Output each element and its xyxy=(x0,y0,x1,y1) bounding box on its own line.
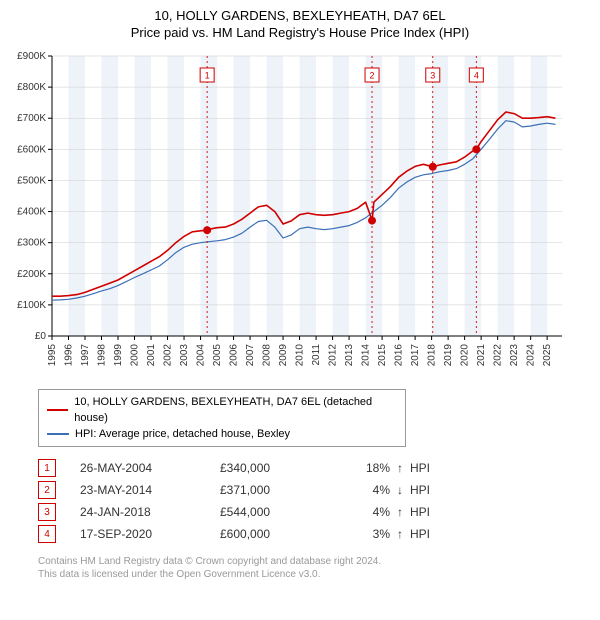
svg-text:2000: 2000 xyxy=(130,344,141,367)
svg-text:2025: 2025 xyxy=(542,344,553,367)
sale-date: 17-SEP-2020 xyxy=(80,527,220,541)
svg-text:2021: 2021 xyxy=(476,344,487,367)
svg-text:£300K: £300K xyxy=(17,238,46,249)
sale-date: 23-MAY-2014 xyxy=(80,483,220,497)
svg-text:£0: £0 xyxy=(35,331,47,342)
legend-item: HPI: Average price, detached house, Bexl… xyxy=(47,426,397,442)
sale-price: £600,000 xyxy=(220,527,330,541)
footer: Contains HM Land Registry data © Crown c… xyxy=(38,555,590,581)
sale-arrow-icon: ↑ xyxy=(390,461,410,475)
sale-hpi-label: HPI xyxy=(410,505,450,519)
sales-table-row: 2 23-MAY-2014£371,0004%↓HPI xyxy=(38,479,590,501)
sale-marker-chip: 1 xyxy=(38,459,56,477)
sale-marker-chip: 3 xyxy=(38,503,56,521)
title-block: 10, HOLLY GARDENS, BEXLEYHEATH, DA7 6EL … xyxy=(0,8,600,40)
svg-text:£700K: £700K xyxy=(17,113,46,124)
svg-text:1995: 1995 xyxy=(47,344,58,367)
sales-table-row: 1 26-MAY-2004£340,00018%↑HPI xyxy=(38,457,590,479)
svg-text:2: 2 xyxy=(370,71,375,81)
sales-table-row: 4 17-SEP-2020£600,0003%↑HPI xyxy=(38,523,590,545)
chart-svg: £0 £100K £200K £300K £400K £500K £600K £700K £80… xyxy=(10,48,570,378)
svg-text:2012: 2012 xyxy=(328,344,339,367)
legend-label: HPI: Average price, detached house, Bexl… xyxy=(75,426,290,442)
svg-text:1996: 1996 xyxy=(64,344,75,367)
legend-item: 10, HOLLY GARDENS, BEXLEYHEATH, DA7 6EL … xyxy=(47,394,397,426)
legend-label: 10, HOLLY GARDENS, BEXLEYHEATH, DA7 6EL … xyxy=(74,394,397,426)
legend-swatch xyxy=(47,433,69,435)
sale-price: £371,000 xyxy=(220,483,330,497)
legend-swatch xyxy=(47,409,68,411)
svg-text:2004: 2004 xyxy=(196,344,207,367)
svg-text:3: 3 xyxy=(430,71,435,81)
sale-date: 24-JAN-2018 xyxy=(80,505,220,519)
svg-text:2008: 2008 xyxy=(262,344,273,367)
svg-text:2003: 2003 xyxy=(179,344,190,367)
svg-text:2007: 2007 xyxy=(245,344,256,367)
sales-table: 126-MAY-2004£340,00018%↑HPI223-MAY-2014£… xyxy=(38,457,590,545)
svg-text:2010: 2010 xyxy=(295,344,306,367)
svg-text:2005: 2005 xyxy=(212,344,223,367)
sale-marker-chip: 2 xyxy=(38,481,56,499)
title-address: 10, HOLLY GARDENS, BEXLEYHEATH, DA7 6EL xyxy=(0,8,600,23)
sale-price: £544,000 xyxy=(220,505,330,519)
sale-hpi-label: HPI xyxy=(410,527,450,541)
svg-text:1997: 1997 xyxy=(80,344,91,367)
sale-pct: 4% xyxy=(330,505,390,519)
sale-arrow-icon: ↑ xyxy=(390,527,410,541)
sale-arrow-icon: ↑ xyxy=(390,505,410,519)
sale-pct: 3% xyxy=(330,527,390,541)
svg-text:2006: 2006 xyxy=(229,344,240,367)
svg-text:2014: 2014 xyxy=(361,344,372,367)
sale-pct: 18% xyxy=(330,461,390,475)
svg-text:£100K: £100K xyxy=(17,300,46,311)
svg-text:2016: 2016 xyxy=(394,344,405,367)
svg-text:2015: 2015 xyxy=(377,344,388,367)
svg-text:£500K: £500K xyxy=(17,175,46,186)
svg-text:2018: 2018 xyxy=(427,344,438,367)
svg-text:4: 4 xyxy=(474,71,479,81)
svg-text:2002: 2002 xyxy=(163,344,174,367)
svg-text:1999: 1999 xyxy=(113,344,124,367)
svg-text:2023: 2023 xyxy=(509,344,520,367)
svg-text:2009: 2009 xyxy=(278,344,289,367)
sale-price: £340,000 xyxy=(220,461,330,475)
chart: £0 £100K £200K £300K £400K £500K £600K £700K £80… xyxy=(10,48,590,383)
sale-arrow-icon: ↓ xyxy=(390,483,410,497)
svg-text:2017: 2017 xyxy=(410,344,421,367)
legend: 10, HOLLY GARDENS, BEXLEYHEATH, DA7 6EL … xyxy=(38,389,406,447)
sale-hpi-label: HPI xyxy=(410,483,450,497)
svg-text:£900K: £900K xyxy=(17,51,46,62)
sale-marker-chip: 4 xyxy=(38,525,56,543)
svg-text:2013: 2013 xyxy=(344,344,355,367)
svg-text:1: 1 xyxy=(205,71,210,81)
footer-line1: Contains HM Land Registry data © Crown c… xyxy=(38,555,590,568)
svg-text:£200K: £200K xyxy=(17,269,46,280)
svg-text:2024: 2024 xyxy=(526,344,537,367)
svg-text:2001: 2001 xyxy=(146,344,157,367)
svg-text:2020: 2020 xyxy=(460,344,471,367)
svg-text:£400K: £400K xyxy=(17,207,46,218)
svg-text:£800K: £800K xyxy=(17,82,46,93)
svg-text:1998: 1998 xyxy=(97,344,108,367)
sale-pct: 4% xyxy=(330,483,390,497)
title-subtitle: Price paid vs. HM Land Registry's House … xyxy=(0,25,600,40)
page-container: 10, HOLLY GARDENS, BEXLEYHEATH, DA7 6EL … xyxy=(0,0,600,581)
svg-text:£600K: £600K xyxy=(17,144,46,155)
svg-text:2019: 2019 xyxy=(443,344,454,367)
sale-date: 26-MAY-2004 xyxy=(80,461,220,475)
footer-line2: This data is licensed under the Open Gov… xyxy=(38,568,590,581)
sale-hpi-label: HPI xyxy=(410,461,450,475)
svg-text:2011: 2011 xyxy=(311,344,322,366)
sales-table-row: 3 24-JAN-2018£544,0004%↑HPI xyxy=(38,501,590,523)
svg-text:2022: 2022 xyxy=(493,344,504,367)
